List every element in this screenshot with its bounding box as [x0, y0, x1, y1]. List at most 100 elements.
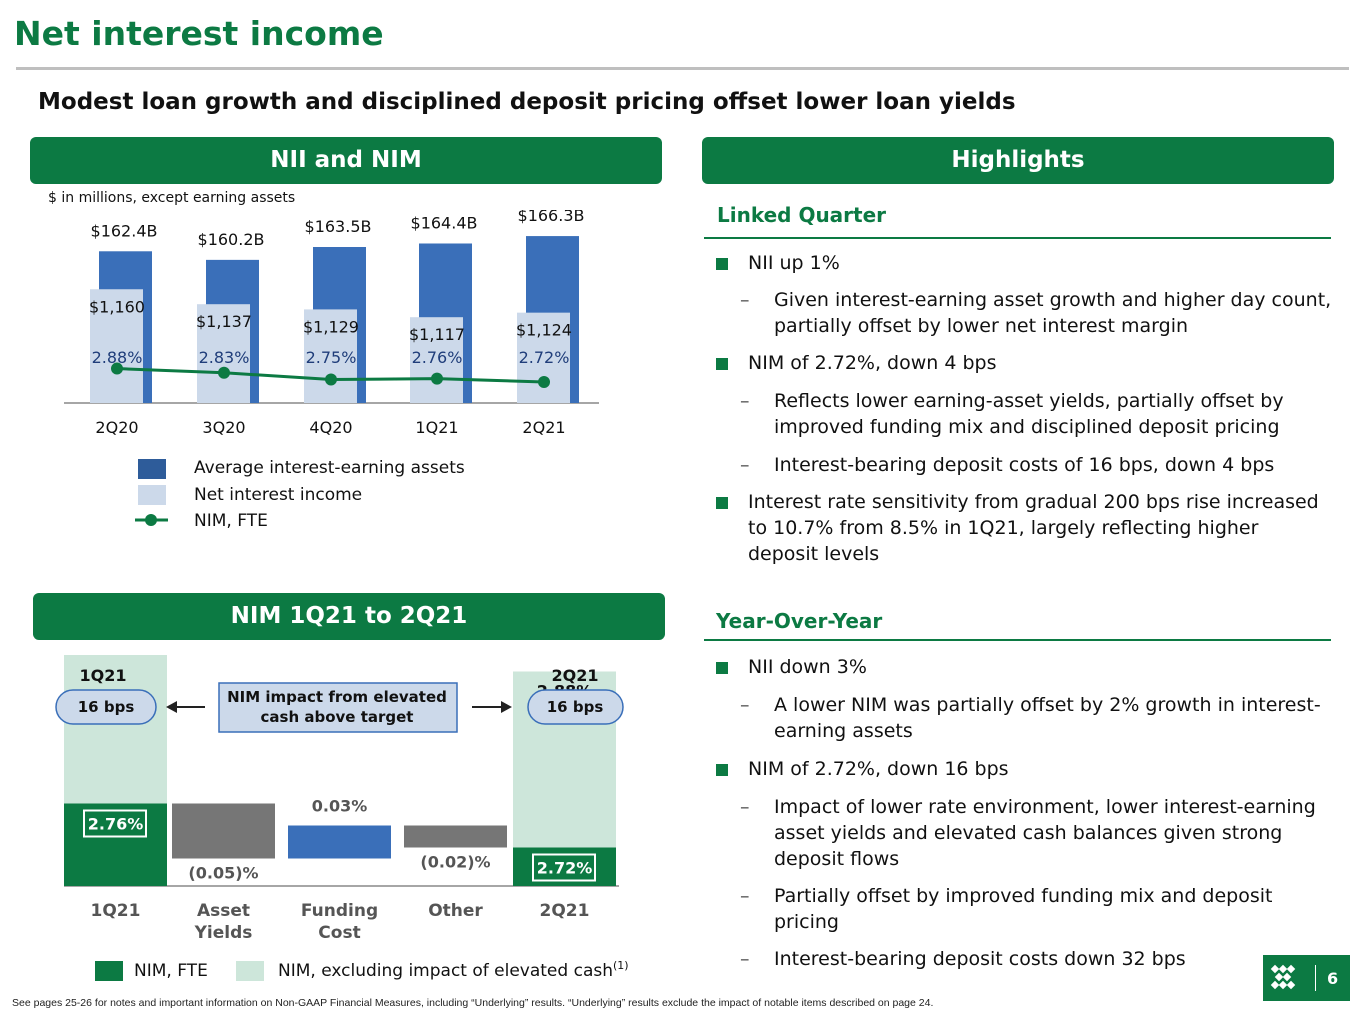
left-quarter-label: 1Q21 — [80, 666, 127, 685]
nii-bar — [90, 289, 143, 403]
nim-point — [538, 376, 550, 388]
increase-bar — [288, 825, 391, 859]
bullet-item: NIM of 2.72%, down 4 bps — [702, 350, 1333, 376]
bullet-item: NII down 3% — [702, 654, 1333, 680]
nii-value-label: $1,117 — [409, 325, 465, 344]
yoy-heading: Year-Over-Year — [716, 609, 883, 633]
nim-point — [218, 366, 230, 379]
units-note: $ in millions, except earning assets — [48, 190, 296, 206]
change-value-label: (0.05)% — [188, 864, 258, 883]
linked-quarter-list: NII up 1% Given interest-earning asset gr… — [702, 250, 1332, 580]
nii-value-label: $1,137 — [196, 312, 252, 331]
bullet-item: NII up 1% — [702, 250, 1333, 276]
x-tick-label: Asset — [197, 901, 250, 921]
nim-point — [431, 372, 443, 385]
legend-label-nim: NIM, FTE — [194, 511, 268, 531]
x-tick-label: 4Q20 — [309, 418, 352, 437]
x-tick-label: 1Q21 — [415, 418, 458, 437]
bullet-item: NIM of 2.72%, down 16 bps — [702, 756, 1333, 782]
legend-swatch-excl-cash — [236, 961, 264, 981]
x-tick-label: 3Q20 — [202, 418, 245, 437]
x-tick-label: Yields — [194, 923, 253, 943]
x-tick-label: Other — [428, 901, 483, 921]
change-value-label: 0.03% — [312, 797, 368, 816]
legend-swatch-nii — [138, 485, 166, 505]
nim-value-label: 2.76% — [88, 815, 144, 834]
nii-nim-chart: $162.4B $1,160 2.88% 2Q20 $160.2B $1,137 2.83%… — [64, 210, 599, 531]
x-tick-label: Cost — [318, 923, 360, 943]
nim-value-label: 2.83% — [199, 348, 250, 367]
nim-value-box — [83, 809, 147, 838]
footnote: See pages 25-26 for notes and important … — [12, 997, 934, 1009]
nii-value-label: $1,124 — [516, 321, 572, 340]
page-title: Net interest income — [14, 14, 384, 53]
linked-quarter-heading: Linked Quarter — [717, 203, 887, 227]
legend-swatch-assets — [138, 459, 166, 479]
assets-value-label: $160.2B — [198, 230, 265, 249]
sub-bullet-item: A lower NIM was partially offset by 2% g… — [702, 692, 1334, 744]
nim-value-label: 2.72% — [537, 859, 593, 878]
assets-value-label: $164.4B — [411, 213, 478, 232]
x-tick-label: 1Q21 — [91, 901, 141, 921]
nii-value-label: $1,160 — [89, 297, 145, 316]
nim-point — [111, 362, 123, 375]
left-bps-label: 16 bps — [78, 698, 135, 716]
nim-bridge-header: NIM 1Q21 to 2Q21 — [33, 593, 665, 640]
sub-bullet-item: Given interest-earning asset growth and … — [702, 287, 1334, 339]
sub-bullet-item: Interest-bearing deposit costs down 32 b… — [702, 946, 1334, 972]
sub-bullet-item: Partially offset by improved funding mix… — [702, 883, 1334, 935]
assets-value-label: $166.3B — [518, 210, 585, 225]
nii-value-label: $1,129 — [303, 317, 359, 336]
nim-waterfall-chart: 2.92%2.76%2.88%2.72%(0.05)%0.03%(0.02)%1… — [55, 655, 629, 981]
right-bps-label: 16 bps — [547, 698, 604, 716]
callout-line-1: NIM impact from elevated — [227, 688, 447, 706]
sub-bullet-item: Interest-bearing deposit costs of 16 bps… — [702, 452, 1334, 478]
nim-value-label: 2.88% — [92, 348, 143, 367]
x-tick-label: 2Q20 — [95, 418, 138, 437]
left-bps-pill — [55, 689, 157, 725]
assets-value-label: $163.5B — [305, 217, 372, 236]
nii-bar — [304, 309, 357, 403]
linked-quarter-rule — [704, 237, 1331, 239]
x-tick-label: 2Q21 — [522, 418, 565, 437]
legend-label-nii: Net interest income — [194, 485, 362, 505]
assets-value-label: $162.4B — [91, 221, 158, 240]
sub-bullet-item: Impact of lower rate environment, lower … — [702, 794, 1334, 872]
nii-bar — [197, 304, 250, 403]
nim-value-box — [532, 853, 596, 882]
legend-label-nim: NIM, FTE — [134, 961, 208, 981]
logo-divider — [1315, 965, 1316, 991]
nii-bar — [410, 317, 463, 403]
sub-bullet-item: Reflects lower earning-asset yields, par… — [702, 388, 1334, 440]
brand-logo-box: 6 — [1263, 955, 1350, 1001]
nim-value-label: 2.76% — [412, 348, 463, 367]
decrease-bar — [404, 825, 507, 848]
elevated-cash-callout — [218, 682, 458, 733]
nii-nim-header: NII and NIM — [30, 137, 662, 184]
left-arrow-icon — [166, 701, 177, 713]
nim-excl-cash-bar — [64, 655, 167, 804]
legend-swatch-nim — [95, 961, 123, 981]
right-arrow-icon — [501, 701, 512, 713]
title-divider — [16, 67, 1349, 70]
nim-value-label: 2.75% — [306, 348, 357, 367]
callout-line-2: cash above target — [261, 708, 414, 726]
highlights-header: Highlights — [702, 137, 1334, 184]
yoy-list: NII down 3% A lower NIM was partially off… — [702, 654, 1332, 984]
nim-value-label: 2.72% — [519, 348, 570, 367]
x-tick-label: Funding — [301, 901, 378, 921]
right-bps-pill — [527, 689, 624, 725]
decrease-bar — [172, 803, 275, 859]
legend-swatch-nim-point — [145, 514, 157, 526]
page-number: 6 — [1327, 969, 1339, 988]
change-value-label: (0.02)% — [420, 853, 490, 872]
right-quarter-label: 2Q21 — [552, 666, 599, 685]
x-tick-label: 2Q21 — [540, 901, 590, 921]
nim-excl-cash-label: 2.92% — [88, 655, 144, 657]
nim-bar — [64, 803, 167, 886]
nim-point — [325, 373, 337, 386]
brand-logo-icon — [1270, 964, 1296, 990]
legend-label-assets: Average interest-earning assets — [194, 458, 465, 478]
yoy-rule — [704, 639, 1331, 641]
page-subtitle: Modest loan growth and disciplined depos… — [38, 89, 1016, 115]
